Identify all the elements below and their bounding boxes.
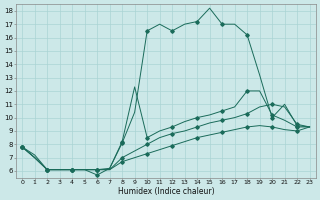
X-axis label: Humidex (Indice chaleur): Humidex (Indice chaleur)	[117, 187, 214, 196]
